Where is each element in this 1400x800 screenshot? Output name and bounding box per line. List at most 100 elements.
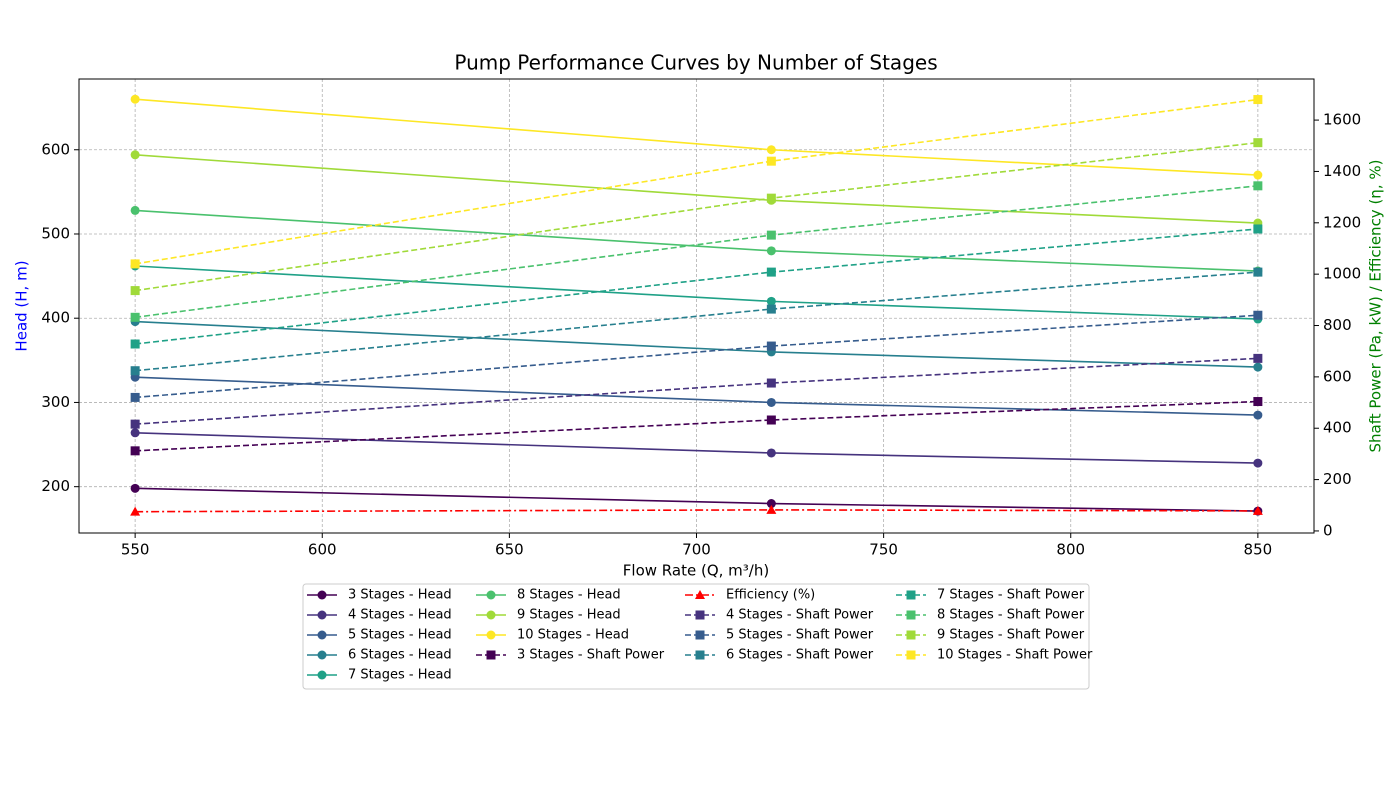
legend-label: 8 Stages - Shaft Power (937, 608, 1085, 623)
point (1253, 362, 1263, 372)
legend-marker (695, 630, 705, 640)
point (766, 193, 776, 203)
legend-marker (906, 630, 916, 640)
legend: 3 Stages - Head 4 Stages - Head 5 Stages -… (302, 583, 1093, 690)
point (766, 304, 776, 314)
point (1253, 397, 1263, 407)
y-axis-label: Head (H, m) (13, 260, 31, 351)
point (1253, 310, 1263, 320)
legend-marker (695, 610, 705, 620)
point (766, 341, 776, 351)
point (766, 267, 776, 277)
y2-tick-label: 1400 (1323, 162, 1361, 180)
legend-marker (317, 610, 327, 620)
legend-marker (906, 590, 916, 600)
legend-marker (486, 630, 496, 640)
point (1253, 181, 1263, 191)
x-tick-label: 850 (1244, 541, 1273, 559)
legend-label: 4 Stages - Shaft Power (726, 608, 874, 623)
legend-marker (695, 650, 705, 660)
legend-label: 6 Stages - Shaft Power (726, 648, 874, 663)
point (1253, 410, 1263, 420)
plot-frame (78, 78, 1315, 534)
legend-marker (486, 650, 496, 660)
point (1253, 170, 1263, 180)
point (130, 94, 140, 104)
legend-marker (695, 590, 705, 599)
point (130, 150, 140, 160)
point (130, 366, 140, 376)
series-line (135, 431, 1258, 464)
point (766, 296, 776, 306)
point (130, 286, 140, 296)
legend-label: 4 Stages - Head (348, 608, 452, 623)
point (130, 312, 140, 322)
point (766, 378, 776, 388)
point (1253, 267, 1263, 277)
legend-label: 7 Stages - Shaft Power (937, 588, 1085, 603)
point (130, 428, 140, 438)
point (130, 446, 140, 456)
point (130, 483, 140, 493)
legend-label: 10 Stages - Shaft Power (937, 648, 1093, 663)
legend-marker (317, 590, 327, 600)
series-line (135, 314, 1258, 399)
y-tick-label: 600 (41, 140, 70, 158)
point (766, 230, 776, 240)
chart-title: Pump Performance Curves by Number of Sta… (454, 51, 937, 75)
x-tick-label: 700 (682, 541, 711, 559)
y2-tick-label: 0 (1323, 521, 1333, 539)
legend-label: 7 Stages - Head (348, 668, 452, 683)
legend-marker (317, 650, 327, 660)
y2-tick-label: 600 (1323, 367, 1352, 385)
legend-marker (906, 610, 916, 620)
legend-marker (486, 610, 496, 620)
y2-axis-label: Shaft Power (Pa, kW) / Efficiency (η, %) (1367, 160, 1385, 453)
point (130, 339, 140, 349)
legend-marker (317, 670, 327, 680)
point (130, 392, 140, 402)
y2-tick-label: 800 (1323, 316, 1352, 334)
legend-label: 9 Stages - Shaft Power (937, 628, 1085, 643)
point (766, 415, 776, 425)
legend-label: Efficiency (%) (726, 588, 815, 603)
y-tick-label: 500 (41, 224, 70, 242)
legend-label: 3 Stages - Shaft Power (517, 648, 665, 663)
point (130, 419, 140, 429)
point (766, 499, 776, 509)
point (766, 145, 776, 155)
point (130, 259, 140, 269)
point (766, 448, 776, 458)
x-axis-label: Flow Rate (Q, m³/h) (623, 562, 769, 580)
point (766, 156, 776, 166)
point (1253, 224, 1263, 234)
point (130, 506, 141, 516)
legend-label: 5 Stages - Head (348, 628, 452, 643)
legend-label: 6 Stages - Head (348, 648, 452, 663)
series-line (135, 357, 1258, 425)
y2-tick-label: 400 (1323, 419, 1352, 437)
legend-label: 5 Stages - Shaft Power (726, 628, 874, 643)
y2-tick-label: 1000 (1323, 265, 1361, 283)
point (766, 504, 777, 514)
point (766, 397, 776, 407)
x-tick-label: 800 (1056, 541, 1085, 559)
legend-label: 3 Stages - Head (348, 588, 452, 603)
y-tick-label: 300 (41, 393, 70, 411)
legend-label: 9 Stages - Head (517, 608, 621, 623)
point (130, 205, 140, 215)
point (1253, 353, 1263, 363)
y2-tick-label: 1200 (1323, 213, 1361, 231)
point (1253, 458, 1263, 468)
x-tick-label: 600 (308, 541, 337, 559)
x-tick-label: 750 (869, 541, 898, 559)
y2-tick-label: 200 (1323, 470, 1352, 488)
x-tick-label: 550 (121, 541, 150, 559)
point (1253, 95, 1263, 105)
legend-marker (317, 630, 327, 640)
series-line (135, 400, 1258, 452)
legend-label: 8 Stages - Head (517, 588, 621, 603)
legend-marker (486, 590, 496, 600)
legend-label: 10 Stages - Head (517, 628, 629, 643)
